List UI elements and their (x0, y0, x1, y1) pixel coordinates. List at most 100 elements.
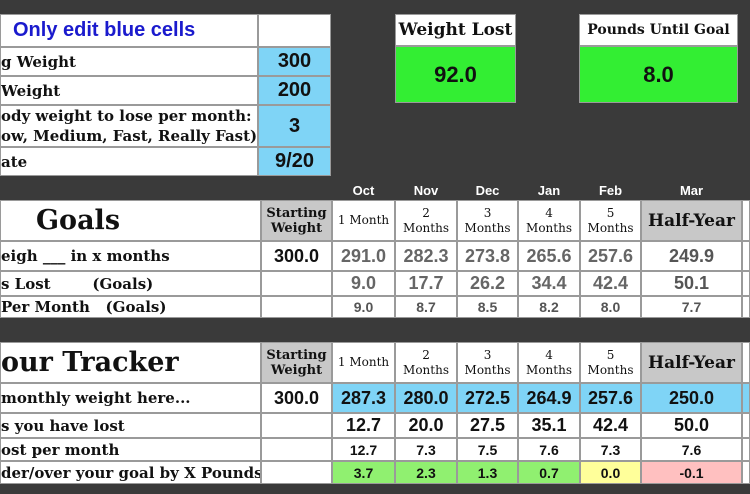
goals-col-extra (742, 200, 750, 241)
tracker-row-diff-label-text: der/over your goal by X Pounds (1, 463, 261, 482)
pounds-until-goal-value: 8.0 (579, 46, 738, 103)
tracker-weight-input[interactable]: 272.5 (457, 383, 518, 413)
month-jan: Jan (518, 180, 580, 200)
tracker-col-5: 5 Months (580, 342, 641, 383)
goals-row-per-month-label: Per Month (Goals) (0, 296, 261, 318)
tracker-diff-5: 0.0 (600, 464, 621, 481)
goals-lost-cell: 50.1 (641, 271, 742, 296)
tracker-weight-input[interactable]: 250.0 (641, 383, 742, 413)
goals-lost-2: 17.7 (408, 273, 444, 293)
tracker-per-month-cell: 7.3 (395, 438, 457, 461)
tracker-starting-header-text: Starting Weight (266, 347, 327, 378)
tracker-lost-6: 50.0 (673, 415, 710, 435)
rate-label-line2: ow, Medium, Fast, Really Fast) (1, 127, 258, 145)
starting-weight-label: g Weight (0, 47, 258, 76)
goals-col-5: 5 Months (580, 200, 641, 241)
goals-starting-blank (261, 271, 332, 296)
tracker-per-month-1: 12.7 (349, 441, 378, 458)
tracker-extra-cell (742, 461, 750, 484)
tracker-weight-input[interactable]: 264.9 (518, 383, 580, 413)
tracker-per-month-5: 7.3 (600, 441, 621, 458)
tracker-weight-4: 264.9 (526, 387, 572, 408)
starting-weight-input[interactable]: 300 (258, 47, 331, 76)
tracker-weight-input[interactable]: 280.0 (395, 383, 457, 413)
goals-lost-6: 50.1 (673, 273, 710, 293)
goals-weight-3: 273.8 (464, 245, 511, 266)
goals-per-month-cell: 9.0 (332, 296, 395, 318)
tracker-lost-2: 20.0 (408, 415, 444, 435)
starting-weight-label-text: g Weight (1, 52, 76, 71)
tracker-row-weight-label: monthly weight here... (0, 383, 261, 413)
weight-lost-header-text: Weight Lost (398, 20, 513, 40)
month-mar-text: Mar (679, 182, 704, 198)
tracker-lost-4: 35.1 (531, 415, 567, 435)
goals-per-month-cell: 8.0 (580, 296, 641, 318)
goals-per-month-5: 8.0 (600, 299, 621, 315)
goals-weight-6: 249.9 (668, 245, 715, 266)
tracker-weight-input[interactable]: 287.3 (332, 383, 395, 413)
tracker-diff-4: 0.7 (539, 464, 559, 481)
tracker-weight-input[interactable]: 257.6 (580, 383, 641, 413)
tracker-starting-blank (261, 438, 332, 461)
goals-starting-value-text: 300.0 (273, 245, 320, 266)
tracker-lost-cell: 50.0 (641, 413, 742, 438)
tracker-col-1-text: 1 Month (337, 355, 390, 369)
goals-starting-header-text: Starting Weight (266, 205, 327, 236)
starting-weight-input-value: 300 (277, 50, 312, 72)
tracker-col-2-text: 2 Months (403, 347, 449, 377)
goals-col-4-text: 4 Months (526, 205, 572, 235)
goals-lost-3: 26.2 (469, 273, 506, 293)
tracker-per-month-cell: 7.6 (641, 438, 742, 461)
tracker-lost-cell: 35.1 (518, 413, 580, 438)
tracker-weight-1: 287.3 (340, 387, 387, 408)
tracker-extra-cell[interactable] (742, 383, 750, 413)
date-input[interactable]: 9/20 (258, 147, 331, 176)
goals-extra-cell (742, 296, 750, 318)
goals-col-2: 2 Months (395, 200, 457, 241)
tracker-row-lost-label-text: s you have lost (1, 416, 125, 435)
tracker-per-month-2: 7.3 (416, 441, 436, 458)
goals-col-5-text: 5 Months (587, 205, 634, 235)
tracker-col-1: 1 Month (332, 342, 395, 383)
tracker-col-half-year-text: Half-Year (648, 352, 735, 373)
goals-col-2-text: 2 Months (403, 205, 449, 235)
tracker-starting-value-text: 300.0 (273, 387, 320, 408)
goal-weight-label-text: Weight (1, 81, 61, 100)
month-nov-text: Nov (413, 182, 439, 198)
tracker-lost-cell: 12.7 (332, 413, 395, 438)
tracker-per-month-3: 7.5 (477, 441, 498, 458)
tracker-diff-cell: -0.1 (641, 461, 742, 484)
tracker-lost-cell: 27.5 (457, 413, 518, 438)
weight-lost-header: Weight Lost (395, 14, 516, 46)
pounds-until-goal-header: Pounds Until Goal (579, 14, 738, 46)
goals-lost-4: 34.4 (531, 273, 567, 293)
goals-col-half-year: Half-Year (641, 200, 742, 241)
goals-weight-cell: 249.9 (641, 241, 742, 271)
tracker-row-weight-label-text: monthly weight here... (1, 389, 191, 407)
pounds-until-goal-header-text: Pounds Until Goal (587, 22, 730, 38)
edit-note-spacer (258, 14, 331, 47)
goals-row-weight-label: eigh ___ in x months (0, 241, 261, 271)
tracker-weight-6: 250.0 (668, 387, 715, 408)
tracker-title-text: our Tracker (1, 347, 179, 378)
tracker-title: our Tracker (0, 342, 261, 383)
tracker-diff-cell: 0.0 (580, 461, 641, 484)
goals-per-month-cell: 8.7 (395, 296, 457, 318)
goals-lost-1: 9.0 (350, 273, 377, 293)
goals-per-month-3: 8.5 (477, 299, 498, 315)
rate-input[interactable]: 3 (258, 105, 331, 147)
month-jan-text: Jan (537, 182, 561, 198)
tracker-diff-2: 2.3 (416, 464, 436, 481)
goals-title-text: Goals (36, 205, 121, 236)
goals-lost-cell: 42.4 (580, 271, 641, 296)
goals-col-3: 3 Months (457, 200, 518, 241)
tracker-extra-cell (742, 413, 750, 438)
tracker-diff-1: 3.7 (353, 464, 374, 481)
tracker-col-half-year: Half-Year (641, 342, 742, 383)
tracker-col-5-text: 5 Months (587, 347, 634, 377)
goal-weight-input[interactable]: 200 (258, 76, 331, 105)
month-oct: Oct (332, 180, 395, 200)
goals-starting-header: Starting Weight (261, 200, 332, 241)
tracker-weight-3: 272.5 (464, 387, 511, 408)
tracker-diff-cell: 1.3 (457, 461, 518, 484)
